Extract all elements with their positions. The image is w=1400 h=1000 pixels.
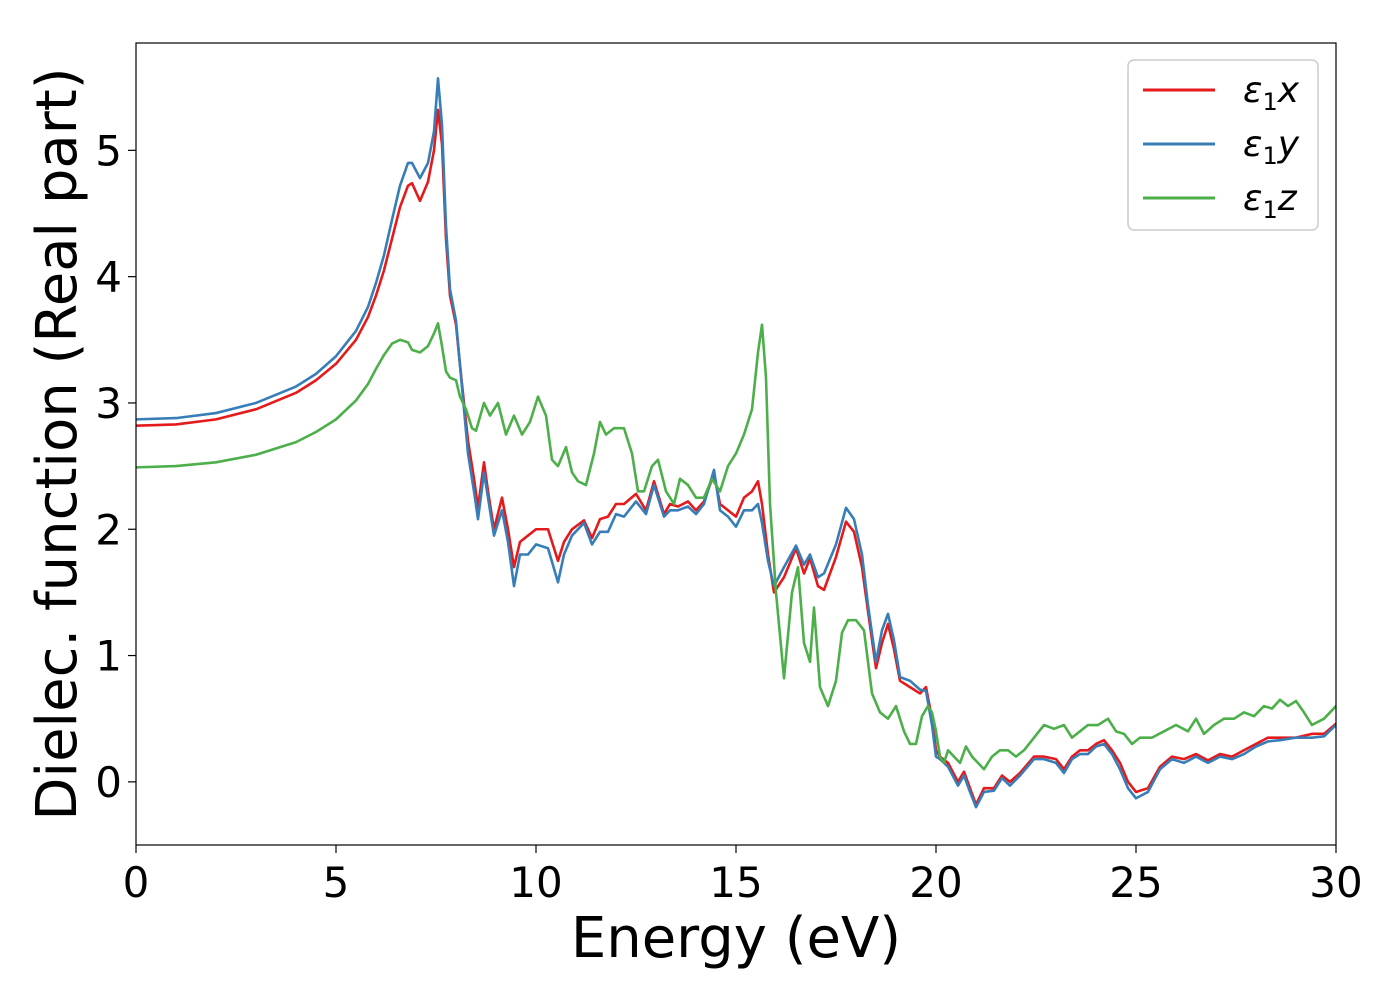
- x-tick-label: 20: [909, 858, 962, 907]
- y-tick-label: 2: [95, 505, 122, 554]
- y-tick-label: 1: [95, 632, 122, 681]
- series-line-y: [136, 77, 1336, 809]
- legend-epsilon: ε: [1243, 124, 1262, 165]
- legend-epsilon: ε: [1243, 178, 1262, 219]
- x-tick-label: 25: [1109, 858, 1162, 907]
- legend-subscript: 1: [1262, 88, 1277, 116]
- y-axis-title: Dielec. function (Real part): [25, 67, 90, 820]
- x-tick-label: 15: [709, 858, 762, 907]
- x-tick-label: 10: [509, 858, 562, 907]
- legend-subscript: 1: [1262, 196, 1277, 224]
- y-tick-label: 5: [95, 126, 122, 175]
- legend-box: [1127, 59, 1319, 231]
- y-axis: 0 1 2 3 4 5: [95, 126, 136, 807]
- x-tick-label: 0: [123, 858, 150, 907]
- legend-component: z: [1277, 178, 1298, 219]
- x-axis: 0 5 10 15 20 25 30: [123, 845, 1363, 907]
- legend-label-z: ε1z: [1243, 178, 1298, 224]
- y-tick-label: 0: [95, 758, 122, 807]
- y-tick-label: 4: [95, 253, 122, 302]
- series-line-z: [136, 322, 1336, 771]
- x-tick-label: 5: [323, 858, 350, 907]
- series-layer: [136, 77, 1336, 809]
- legend-component: x: [1277, 70, 1300, 111]
- legend-label-y: ε1y: [1243, 124, 1300, 170]
- legend-component: y: [1277, 124, 1300, 165]
- x-axis-title: Energy (eV): [571, 906, 901, 971]
- legend-label-x: ε1x: [1243, 70, 1300, 116]
- y-tick-label: 3: [95, 379, 122, 428]
- legend-epsilon: ε: [1243, 70, 1262, 111]
- legend-subscript: 1: [1262, 142, 1277, 170]
- x-tick-label: 30: [1309, 858, 1362, 907]
